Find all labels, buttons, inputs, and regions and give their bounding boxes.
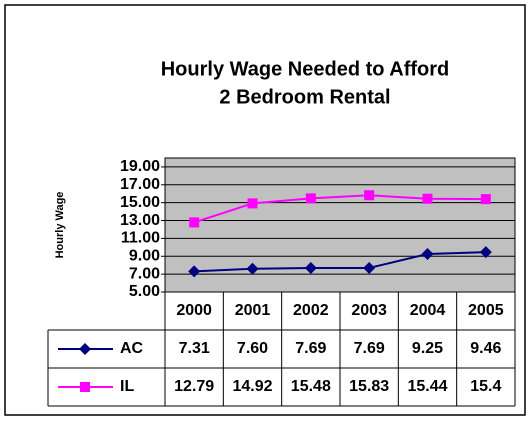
data-point bbox=[480, 194, 491, 205]
y-tick-label: 19.00 bbox=[120, 158, 160, 175]
table-value: 15.48 bbox=[291, 378, 331, 395]
data-point bbox=[364, 190, 375, 201]
table-value: 7.60 bbox=[237, 340, 268, 357]
series-line bbox=[194, 251, 486, 273]
table-value: 15.83 bbox=[349, 378, 389, 395]
data-point bbox=[305, 193, 316, 204]
x-tick-label: 2005 bbox=[468, 302, 504, 319]
table-value: 15.44 bbox=[407, 378, 447, 395]
data-point bbox=[247, 198, 258, 209]
y-tick-label: 15.00 bbox=[120, 194, 160, 211]
y-tick-label: 9.00 bbox=[129, 247, 160, 264]
x-tick-label: 2003 bbox=[351, 302, 387, 319]
table-value: 14.92 bbox=[232, 378, 272, 395]
data-point bbox=[188, 265, 201, 278]
data-point bbox=[304, 261, 317, 274]
x-tick-label: 2002 bbox=[293, 302, 329, 319]
table-value: 12.79 bbox=[174, 378, 214, 395]
legend-label: IL bbox=[120, 378, 134, 395]
data-point bbox=[246, 262, 259, 275]
data-point bbox=[189, 217, 200, 228]
chart-title: Hourly Wage Needed to Afford bbox=[161, 58, 450, 80]
y-tick-label: 13.00 bbox=[120, 212, 160, 229]
x-tick-label: 2001 bbox=[235, 302, 271, 319]
chart-title: 2 Bedroom Rental bbox=[219, 86, 390, 108]
data-point bbox=[363, 261, 376, 274]
y-tick-label: 11.00 bbox=[121, 230, 160, 247]
table-value: 7.69 bbox=[354, 340, 385, 357]
data-point bbox=[479, 246, 492, 259]
y-tick-label: 17.00 bbox=[120, 176, 160, 193]
series-line bbox=[193, 194, 486, 224]
plot-area bbox=[164, 157, 516, 293]
x-tick-label: 2004 bbox=[410, 302, 446, 319]
legend-marker bbox=[80, 382, 90, 392]
y-axis-label: Hourly Wage bbox=[54, 192, 66, 259]
table-value: 7.69 bbox=[295, 340, 326, 357]
data-point bbox=[421, 248, 434, 261]
table-value: 7.31 bbox=[179, 340, 210, 357]
table-value: 9.46 bbox=[470, 340, 501, 357]
y-tick-label: 5.00 bbox=[129, 283, 160, 300]
legend-label: AC bbox=[120, 340, 144, 357]
table-value: 9.25 bbox=[412, 340, 443, 357]
table-value: 15.4 bbox=[470, 378, 501, 395]
data-point bbox=[422, 193, 433, 204]
legend-marker bbox=[79, 343, 91, 355]
y-tick-label: 7.00 bbox=[129, 265, 160, 282]
x-tick-label: 2000 bbox=[176, 302, 212, 319]
